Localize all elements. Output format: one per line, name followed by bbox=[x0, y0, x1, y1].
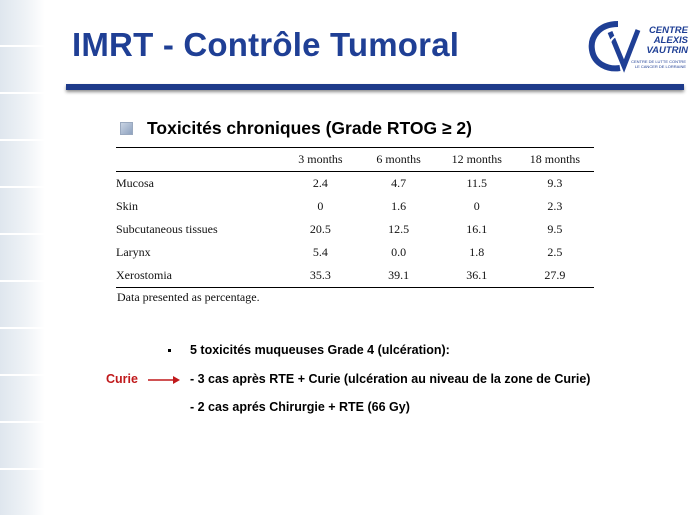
arrow-right-icon bbox=[148, 376, 180, 384]
table-cell: 9.5 bbox=[547, 222, 563, 236]
column-header: 3 months bbox=[298, 152, 343, 166]
table-cell: 36.1 bbox=[466, 268, 488, 282]
column-header: 6 months bbox=[376, 152, 421, 166]
column-header: 12 months bbox=[451, 152, 502, 166]
row-label: Skin bbox=[116, 199, 139, 213]
table-cell: 0 bbox=[473, 199, 480, 213]
decorative-side-strip bbox=[0, 0, 45, 517]
table-cell: 2.5 bbox=[547, 245, 563, 259]
row-label: Larynx bbox=[116, 245, 151, 259]
table-cell: 11.5 bbox=[466, 176, 488, 190]
row-label: Mucosa bbox=[116, 176, 154, 190]
table-cell: 9.3 bbox=[547, 176, 563, 190]
table-cell: 12.5 bbox=[388, 222, 410, 236]
table-row: Skin 0 1.6 0 2.3 bbox=[116, 195, 594, 218]
table-cell: 16.1 bbox=[466, 222, 488, 236]
table-cell: 0.0 bbox=[391, 245, 407, 259]
notes-bullet: 5 toxicités muqueuses Grade 4 (ulcératio… bbox=[190, 343, 450, 357]
column-header: 18 months bbox=[529, 152, 581, 166]
centre-alexis-vautrin-logo bbox=[588, 21, 641, 73]
subtitle-row: Toxicités chroniques (Grade RTOG ≥ 2) bbox=[120, 118, 472, 139]
table-cell: 2.4 bbox=[312, 176, 328, 190]
notes-line-surgery: - 2 cas aprés Chirurgie + RTE (66 Gy) bbox=[190, 400, 410, 414]
table-cell: 2.3 bbox=[547, 199, 563, 213]
row-label: Subcutaneous tissues bbox=[116, 222, 218, 236]
table-cell: 1.8 bbox=[469, 245, 485, 259]
slide-subtitle: Toxicités chroniques (Grade RTOG ≥ 2) bbox=[147, 118, 472, 138]
square-bullet-icon bbox=[120, 122, 133, 135]
row-label: Xerostomia bbox=[116, 268, 172, 282]
table-row: Mucosa 2.4 4.7 11.5 9.3 bbox=[116, 172, 594, 196]
table-cell: 1.6 bbox=[391, 199, 407, 213]
table-row: Xerostomia 35.3 39.1 36.1 27.9 bbox=[116, 264, 594, 288]
table-footnote: Data presented as percentage. bbox=[117, 290, 260, 304]
table-cell: 4.7 bbox=[391, 176, 407, 190]
table-cell: 5.4 bbox=[312, 245, 328, 259]
table-cell: 35.3 bbox=[309, 268, 331, 282]
table-row: Subcutaneous tissues 20.5 12.5 16.1 9.5 bbox=[116, 218, 594, 241]
notes-line-curie: - 3 cas après RTE + Curie (ulcération au… bbox=[190, 372, 591, 386]
toxicity-table: 3 months 6 months 12 months 18 months Mu… bbox=[116, 147, 594, 288]
table-cell: 27.9 bbox=[544, 268, 566, 282]
table-cell: 0 bbox=[317, 199, 324, 213]
table-cell: 20.5 bbox=[309, 222, 331, 236]
curie-label: Curie bbox=[106, 372, 138, 386]
bullet-dot-icon bbox=[168, 349, 171, 352]
slide-title: IMRT - Contrôle Tumoral bbox=[72, 26, 460, 63]
column-header bbox=[116, 148, 281, 172]
table-cell: 39.1 bbox=[388, 268, 410, 282]
table-header-row: 3 months 6 months 12 months 18 months bbox=[116, 147, 594, 172]
title-divider bbox=[66, 84, 684, 90]
logo-tagline: CENTRE DE LUTTE CONTRE LE CANCER DE LORR… bbox=[631, 59, 686, 69]
logo-wordmark: CENTRE ALEXIS VAUTRIN bbox=[646, 25, 688, 56]
table-row: Larynx 5.4 0.0 1.8 2.5 bbox=[116, 241, 594, 264]
